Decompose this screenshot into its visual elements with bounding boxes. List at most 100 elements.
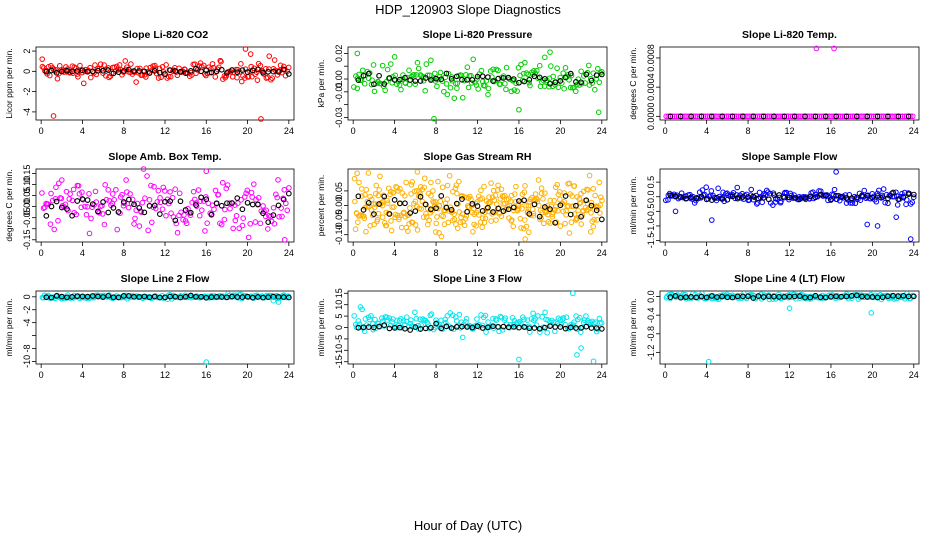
y-tick-label: 0.05 bbox=[334, 182, 344, 200]
hourly-point bbox=[885, 293, 891, 300]
data-point bbox=[510, 207, 517, 214]
data-point bbox=[105, 187, 112, 193]
hourly-point bbox=[734, 293, 741, 300]
x-tick-label: 16 bbox=[826, 370, 836, 380]
panel-6: Slope Sample Flow 0 4 8 12 16 20 24 -1.5-1.0-0.5… bbox=[628, 151, 920, 258]
data-point bbox=[384, 314, 390, 321]
data-point bbox=[510, 223, 517, 230]
hourly-point bbox=[672, 293, 679, 299]
panel-title: Slope Line 3 Flow bbox=[433, 273, 523, 285]
data-point bbox=[428, 311, 435, 317]
data-point bbox=[351, 313, 357, 319]
hourly-point bbox=[802, 113, 808, 120]
data-point bbox=[525, 202, 532, 209]
data-point bbox=[88, 74, 94, 81]
data-point bbox=[533, 195, 540, 202]
hourly-point bbox=[141, 68, 148, 75]
data-point bbox=[530, 310, 536, 317]
data-point bbox=[131, 221, 137, 227]
y-tick-label: -0.8 bbox=[646, 326, 656, 342]
hourly-point bbox=[95, 293, 101, 300]
hourly-point bbox=[355, 324, 362, 331]
hourly-point bbox=[786, 194, 793, 201]
data-point bbox=[527, 196, 534, 203]
hourly-point bbox=[557, 78, 564, 84]
hourly-point bbox=[198, 194, 204, 201]
hourly-point bbox=[828, 293, 834, 300]
data-point bbox=[352, 226, 359, 233]
hourly-point bbox=[588, 77, 595, 84]
hourly-point bbox=[714, 195, 720, 201]
hourly-point bbox=[900, 194, 907, 201]
data-point bbox=[542, 190, 548, 196]
data-point bbox=[507, 198, 514, 205]
data-point bbox=[508, 88, 515, 95]
y-tick-label: 0.00 bbox=[22, 198, 32, 216]
hourly-point bbox=[510, 324, 517, 330]
hourly-point bbox=[391, 325, 398, 331]
data-point bbox=[482, 312, 489, 319]
hourly-point bbox=[588, 202, 595, 209]
hourly-point bbox=[895, 196, 902, 203]
data-point bbox=[384, 200, 391, 206]
data-point bbox=[279, 213, 285, 220]
hourly-point bbox=[43, 68, 50, 75]
data-point bbox=[377, 173, 383, 180]
data-point bbox=[75, 182, 82, 189]
data-point bbox=[486, 200, 493, 206]
hourly-point bbox=[573, 325, 579, 331]
hourly-point bbox=[84, 293, 91, 300]
data-point bbox=[202, 228, 208, 234]
data-point bbox=[430, 198, 436, 205]
hourly-point bbox=[255, 201, 261, 208]
hourly-point bbox=[255, 66, 261, 73]
hourly-point bbox=[443, 323, 450, 330]
data-point bbox=[843, 200, 850, 206]
data-points bbox=[351, 290, 605, 365]
x-tick-label: 12 bbox=[160, 370, 170, 380]
panel-7: Slope Line 2 Flow 0 4 8 12 16 20 24 -10 -8 -4 -2 0 ml… bbox=[4, 273, 295, 380]
hourly-point bbox=[598, 325, 605, 332]
data-point bbox=[521, 189, 528, 196]
data-point bbox=[394, 184, 400, 191]
data-point bbox=[221, 216, 228, 223]
data-point bbox=[573, 216, 580, 222]
hourly-point bbox=[239, 206, 246, 213]
hourly-point bbox=[120, 68, 127, 74]
panel-title: Slope Li-820 Temp. bbox=[742, 29, 837, 41]
data-point bbox=[445, 70, 452, 77]
data-point bbox=[791, 192, 797, 198]
hourly-point bbox=[479, 325, 486, 331]
data-point bbox=[439, 184, 446, 191]
hourly-point bbox=[474, 203, 481, 209]
hourly-point bbox=[422, 201, 429, 208]
data-point bbox=[285, 64, 292, 71]
y-tick-label: -10 bbox=[334, 344, 344, 357]
outlier-point bbox=[570, 290, 576, 297]
panel-title: Slope Gas Stream RH bbox=[424, 151, 532, 163]
hourly-point bbox=[677, 113, 684, 120]
data-point bbox=[451, 95, 458, 102]
hourly-point bbox=[182, 293, 189, 300]
data-point bbox=[379, 214, 386, 220]
data-point bbox=[485, 85, 492, 92]
hourly-point bbox=[683, 195, 689, 202]
data-point bbox=[595, 326, 601, 333]
outlier-point bbox=[516, 356, 522, 363]
data-point bbox=[568, 219, 575, 226]
data-point bbox=[426, 217, 432, 224]
data-point bbox=[503, 86, 509, 93]
outlier-point bbox=[203, 359, 210, 365]
data-point bbox=[265, 226, 271, 232]
hourly-point bbox=[162, 71, 168, 77]
hourly-point bbox=[760, 294, 767, 300]
data-point bbox=[232, 217, 239, 224]
hourly-point bbox=[698, 193, 705, 200]
data-point bbox=[359, 186, 365, 192]
outlier-point bbox=[547, 49, 553, 55]
data-point bbox=[230, 225, 236, 232]
data-point bbox=[368, 313, 374, 319]
data-point bbox=[413, 188, 420, 194]
data-point bbox=[276, 213, 282, 220]
data-point bbox=[370, 212, 376, 219]
